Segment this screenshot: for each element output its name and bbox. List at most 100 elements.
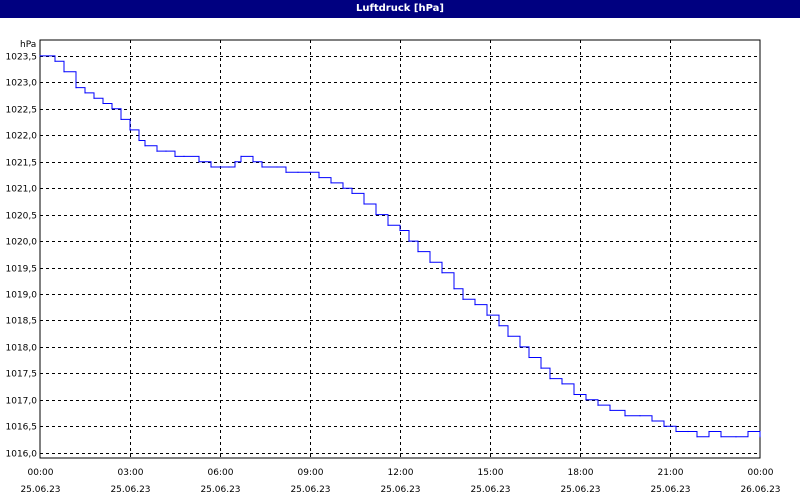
data-point bbox=[165, 150, 167, 152]
data-point bbox=[675, 430, 677, 433]
y-tick-label: 1019,5 bbox=[6, 265, 38, 275]
data-point bbox=[429, 261, 431, 263]
data-point bbox=[597, 404, 599, 406]
x-tick-date: 26.06.23 bbox=[740, 485, 780, 495]
data-point bbox=[507, 335, 509, 337]
x-tick-date: 25.06.23 bbox=[470, 485, 510, 495]
data-point bbox=[252, 161, 254, 163]
data-point bbox=[75, 87, 77, 89]
y-tick-label: 1023,0 bbox=[6, 79, 38, 89]
data-point bbox=[228, 166, 230, 168]
data-point bbox=[297, 171, 299, 173]
data-point bbox=[174, 155, 176, 157]
data-point bbox=[573, 393, 575, 396]
data-point bbox=[708, 430, 710, 433]
data-point bbox=[219, 166, 221, 168]
data-point bbox=[54, 60, 56, 62]
data-point bbox=[624, 415, 626, 417]
data-point bbox=[528, 356, 530, 359]
data-point bbox=[375, 214, 377, 216]
data-point bbox=[330, 182, 332, 184]
y-tick-label: 1017,5 bbox=[6, 370, 38, 380]
y-tick-label: 1019,0 bbox=[6, 291, 38, 301]
x-tick-date: 25.06.23 bbox=[20, 485, 60, 495]
x-tick-time: 15:00 bbox=[478, 468, 504, 478]
chart-title: Luftdruck [hPa] bbox=[0, 0, 800, 18]
x-tick-time: 00:00 bbox=[28, 468, 54, 478]
y-tick-label: 1022,5 bbox=[6, 106, 38, 116]
data-point bbox=[561, 383, 563, 385]
x-tick-time: 03:00 bbox=[118, 468, 144, 478]
data-point bbox=[498, 325, 500, 327]
data-point bbox=[93, 97, 95, 99]
y-tick-label: 1018,0 bbox=[6, 344, 38, 354]
data-point bbox=[120, 118, 122, 120]
data-point bbox=[696, 436, 698, 438]
x-tick-date: 25.06.23 bbox=[560, 485, 600, 495]
data-point bbox=[639, 415, 641, 417]
data-point bbox=[408, 240, 410, 242]
y-tick-label: 1016,0 bbox=[6, 450, 38, 460]
data-point bbox=[651, 420, 653, 422]
data-point bbox=[441, 272, 443, 274]
x-tick-date: 25.06.23 bbox=[380, 485, 420, 495]
x-tick-date: 25.06.23 bbox=[290, 485, 330, 495]
data-point bbox=[687, 430, 689, 433]
x-tick-time: 12:00 bbox=[388, 468, 414, 478]
data-point bbox=[720, 436, 722, 438]
data-point bbox=[585, 399, 587, 401]
data-point bbox=[210, 166, 212, 168]
data-point bbox=[129, 129, 131, 131]
data-point bbox=[474, 304, 476, 306]
data-point bbox=[609, 409, 611, 411]
data-point bbox=[519, 346, 521, 348]
y-tick-label: 1021,0 bbox=[6, 185, 38, 195]
y-tick-label: 1018,5 bbox=[6, 317, 38, 327]
data-point bbox=[486, 314, 488, 316]
data-point bbox=[387, 224, 389, 226]
x-tick-time: 18:00 bbox=[568, 468, 594, 478]
x-tick-time: 09:00 bbox=[298, 468, 324, 478]
data-point bbox=[351, 192, 353, 194]
data-point bbox=[342, 187, 344, 189]
data-point bbox=[240, 155, 242, 157]
y-tick-label: 1023,5 bbox=[6, 53, 38, 63]
data-point bbox=[285, 171, 287, 173]
data-point bbox=[111, 108, 113, 110]
data-point bbox=[462, 298, 464, 300]
y-tick-label: 1022,0 bbox=[6, 132, 38, 142]
data-point bbox=[234, 161, 236, 163]
x-tick-time: 21:00 bbox=[658, 468, 684, 478]
y-tick-label: 1020,5 bbox=[6, 212, 38, 222]
data-point bbox=[309, 171, 311, 173]
data-point bbox=[318, 177, 320, 179]
y-tick-label: 1020,0 bbox=[6, 238, 38, 248]
data-point bbox=[138, 139, 140, 142]
data-point bbox=[261, 166, 263, 168]
data-point bbox=[39, 55, 41, 57]
data-point bbox=[183, 155, 185, 157]
data-point bbox=[540, 367, 542, 369]
data-point bbox=[747, 430, 749, 433]
data-point bbox=[399, 229, 401, 232]
x-tick-date: 25.06.23 bbox=[110, 485, 150, 495]
data-point bbox=[663, 425, 665, 427]
data-point bbox=[102, 102, 104, 105]
data-point bbox=[276, 166, 278, 168]
data-point bbox=[549, 378, 551, 380]
data-point bbox=[417, 251, 419, 253]
x-tick-time: 06:00 bbox=[208, 468, 234, 478]
x-tick-date: 25.06.23 bbox=[200, 485, 240, 495]
data-point bbox=[84, 92, 86, 94]
data-point bbox=[156, 150, 158, 152]
data-point bbox=[363, 203, 365, 205]
data-point bbox=[63, 71, 65, 73]
x-tick-time: 00:00 bbox=[748, 468, 774, 478]
data-point bbox=[453, 288, 455, 290]
y-tick-label: 1017,0 bbox=[6, 397, 38, 407]
y-tick-label: 1021,5 bbox=[6, 159, 38, 169]
data-point bbox=[759, 436, 761, 438]
y-axis-label: hPa bbox=[20, 40, 36, 50]
data-point bbox=[198, 161, 200, 163]
